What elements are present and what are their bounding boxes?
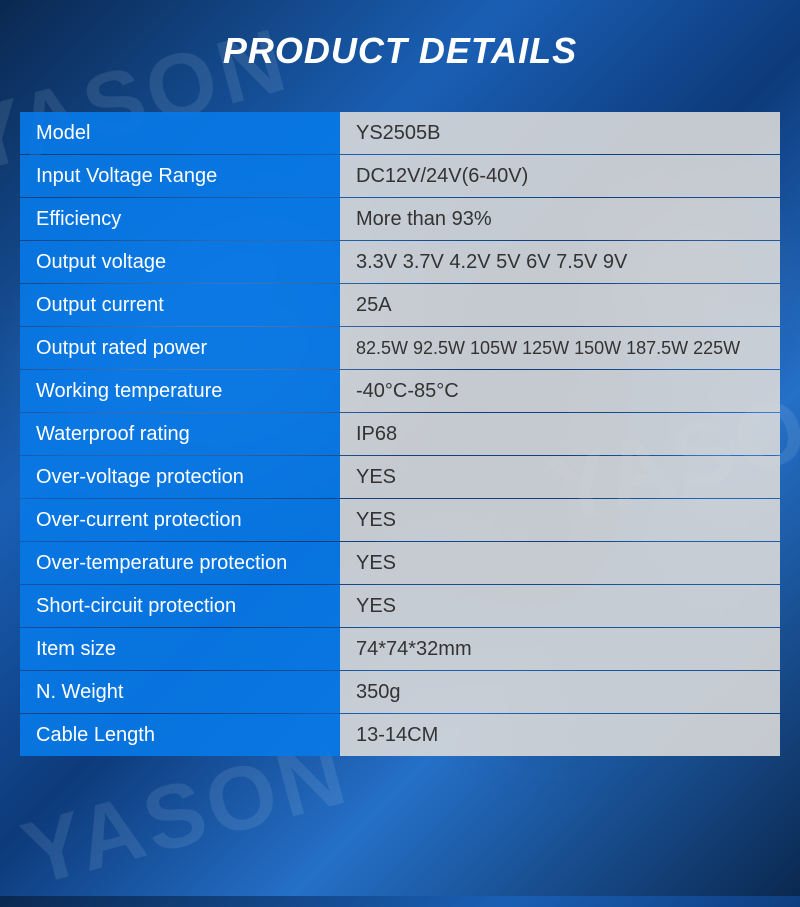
spec-value: More than 93%	[356, 208, 492, 231]
spec-value-cell: 13-14CM	[340, 714, 780, 756]
spec-value-cell: 25A	[340, 284, 780, 326]
spec-label-cell: Item size	[20, 628, 340, 670]
spec-label-cell: Output current	[20, 284, 340, 326]
spec-label: Output voltage	[36, 251, 166, 274]
table-row: Over-current protection YES	[20, 499, 780, 541]
spec-value-cell: YS2505B	[340, 112, 780, 154]
spec-value-cell: YES	[340, 585, 780, 627]
spec-value-cell: 74*74*32mm	[340, 628, 780, 670]
spec-label-cell: Waterproof rating	[20, 413, 340, 455]
spec-label: Model	[36, 122, 90, 145]
table-row: Over-temperature protection YES	[20, 542, 780, 584]
specs-table: Model YS2505B Input Voltage Range DC12V/24V…	[20, 112, 780, 756]
table-row: Input Voltage Range DC12V/24V(6-40V)	[20, 155, 780, 197]
page-title: PRODUCT DETAILS	[0, 30, 800, 72]
spec-label-cell: Output voltage	[20, 241, 340, 283]
spec-value-cell: More than 93%	[340, 198, 780, 240]
spec-label-cell: Over-current protection	[20, 499, 340, 541]
spec-value: DC12V/24V(6-40V)	[356, 165, 528, 188]
spec-value-cell: IP68	[340, 413, 780, 455]
table-row: Item size 74*74*32mm	[20, 628, 780, 670]
spec-label-cell: N. Weight	[20, 671, 340, 713]
spec-label: Efficiency	[36, 208, 121, 231]
spec-value: IP68	[356, 423, 397, 446]
table-row: Over-voltage protection YES	[20, 456, 780, 498]
table-row: Output voltage 3.3V 3.7V 4.2V 5V 6V 7.5V …	[20, 241, 780, 283]
table-row: Cable Length 13-14CM	[20, 714, 780, 756]
table-row: Waterproof rating IP68	[20, 413, 780, 455]
table-row: Output current 25A	[20, 284, 780, 326]
spec-label: Working temperature	[36, 380, 222, 403]
spec-label: Waterproof rating	[36, 423, 190, 446]
spec-value: YES	[356, 466, 396, 489]
spec-value: 13-14CM	[356, 724, 438, 747]
spec-label: Over-voltage protection	[36, 466, 244, 489]
table-row: Output rated power 82.5W 92.5W 105W 125W …	[20, 327, 780, 369]
table-row: Working temperature -40°C-85°C	[20, 370, 780, 412]
spec-value: 82.5W 92.5W 105W 125W 150W 187.5W 225W	[356, 338, 740, 359]
spec-label: Input Voltage Range	[36, 165, 217, 188]
spec-value: YES	[356, 509, 396, 532]
header: PRODUCT DETAILS	[0, 0, 800, 112]
spec-label-cell: Input Voltage Range	[20, 155, 340, 197]
spec-value: YES	[356, 552, 396, 575]
spec-value-cell: 3.3V 3.7V 4.2V 5V 6V 7.5V 9V	[340, 241, 780, 283]
spec-label-cell: Over-temperature protection	[20, 542, 340, 584]
spec-value-cell: DC12V/24V(6-40V)	[340, 155, 780, 197]
table-row: Efficiency More than 93%	[20, 198, 780, 240]
spec-label: Output current	[36, 294, 164, 317]
spec-value-cell: YES	[340, 456, 780, 498]
spec-label: Output rated power	[36, 337, 207, 360]
table-row: N. Weight 350g	[20, 671, 780, 713]
spec-value-cell: YES	[340, 542, 780, 584]
spec-label-cell: Cable Length	[20, 714, 340, 756]
spec-label: Short-circuit protection	[36, 595, 236, 618]
spec-value-cell: 82.5W 92.5W 105W 125W 150W 187.5W 225W	[340, 327, 780, 369]
spec-label-cell: Output rated power	[20, 327, 340, 369]
spec-value: 350g	[356, 681, 401, 704]
spec-value: -40°C-85°C	[356, 380, 459, 403]
spec-value: 25A	[356, 294, 392, 317]
spec-label: Over-temperature protection	[36, 552, 287, 575]
spec-value-cell: -40°C-85°C	[340, 370, 780, 412]
spec-value: YES	[356, 595, 396, 618]
spec-label: Cable Length	[36, 724, 155, 747]
table-row: Short-circuit protection YES	[20, 585, 780, 627]
spec-label-cell: Over-voltage protection	[20, 456, 340, 498]
spec-value: 3.3V 3.7V 4.2V 5V 6V 7.5V 9V	[356, 251, 627, 274]
spec-label-cell: Short-circuit protection	[20, 585, 340, 627]
spec-label-cell: Working temperature	[20, 370, 340, 412]
spec-label: N. Weight	[36, 681, 123, 704]
spec-label-cell: Efficiency	[20, 198, 340, 240]
spec-label: Item size	[36, 638, 116, 661]
spec-value-cell: 350g	[340, 671, 780, 713]
spec-label: Over-current protection	[36, 509, 242, 532]
table-row: Model YS2505B	[20, 112, 780, 154]
spec-value-cell: YES	[340, 499, 780, 541]
spec-value: YS2505B	[356, 122, 441, 145]
spec-label-cell: Model	[20, 112, 340, 154]
spec-value: 74*74*32mm	[356, 638, 472, 661]
